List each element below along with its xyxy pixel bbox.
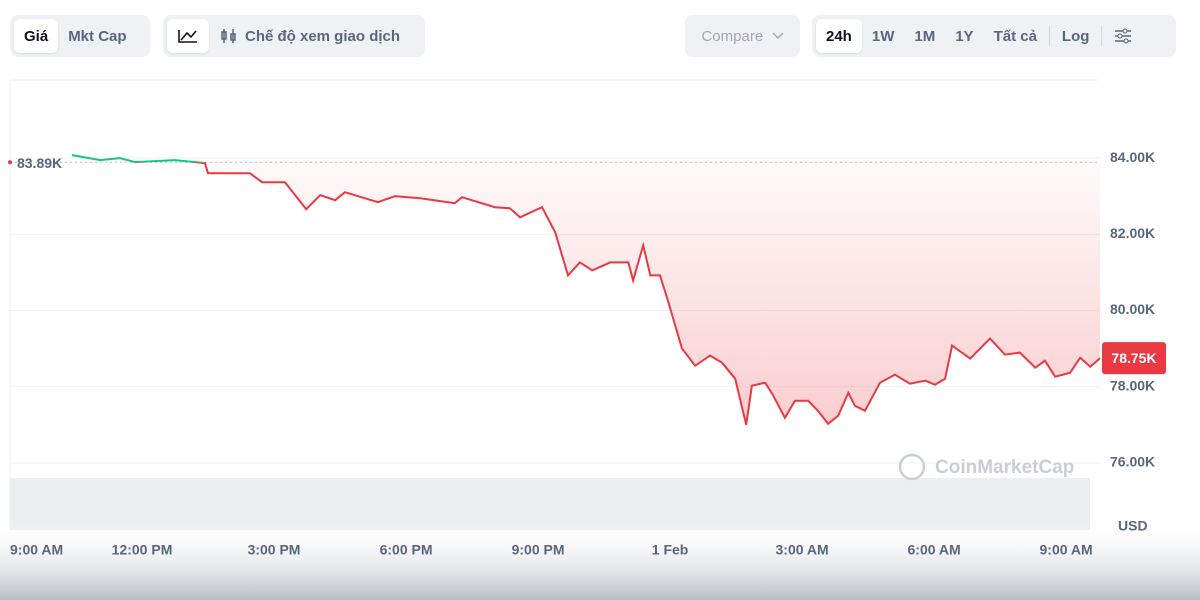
x-tick-label: 6:00 AM: [908, 542, 961, 558]
area: [196, 162, 1100, 425]
range-button[interactable]: Tất cả: [993, 27, 1037, 45]
y-tick-label: 80.00K: [1110, 301, 1155, 317]
price-line: [131, 162, 1101, 426]
range-button[interactable]: 1Y: [955, 27, 974, 45]
range-button[interactable]: 1W: [871, 27, 895, 45]
x-tick-label: 9:00 PM: [512, 542, 565, 558]
reference-dot: [8, 160, 12, 165]
log-button[interactable]: Log: [1061, 27, 1090, 45]
current-badge: [1102, 342, 1166, 375]
watermark: CoinMarketCap: [935, 457, 1074, 478]
x-tick-label: 3:00 PM: [248, 542, 301, 558]
separator: [1048, 26, 1050, 46]
separator: [1101, 26, 1103, 46]
x-tick-label: 6:00 PM: [380, 542, 433, 558]
mkt-cap-tab[interactable]: Mkt Cap: [68, 27, 127, 45]
tab-group: Giá Mkt Cap: [10, 15, 150, 57]
range-button[interactable]: 24h: [816, 19, 862, 53]
price-line-up: [71, 154, 206, 163]
x-tick-label: 9:00 AM: [10, 542, 63, 558]
y-unit: USD: [1118, 518, 1148, 534]
y-tick-label: 84.00K: [1110, 149, 1155, 165]
range-button[interactable]: 1M: [914, 27, 936, 45]
current-label: 78.75K: [1111, 350, 1156, 366]
y-tick-label: 76.00K: [1110, 454, 1155, 470]
reference-label: 83.89K: [17, 155, 62, 171]
watermark-logo: [898, 453, 926, 481]
y-tick-label: 82.00K: [1110, 225, 1155, 241]
x-tick-label: 3:00 AM: [776, 542, 829, 558]
range-group: 24h 1W 1M 1Y Tất cả Log: [812, 15, 1176, 57]
y-tick-label: 78.00K: [1110, 377, 1155, 393]
x-tick-label: 12:00 PM: [112, 542, 173, 558]
bottom-shade: [0, 520, 1200, 600]
price-tab[interactable]: Giá: [14, 19, 59, 53]
compare-button[interactable]: Compare: [685, 15, 800, 57]
x-tick-label: 9:00 AM: [1040, 542, 1093, 558]
line-icon[interactable]: [167, 19, 209, 53]
settings-button[interactable]: [1104, 19, 1142, 53]
view-group: Chế độ xem giao dịch: [163, 15, 425, 57]
trading-view-button[interactable]: Chế độ xem giao dịch: [209, 19, 410, 53]
compare-label: Compare: [701, 27, 764, 45]
trading-view-label: Chế độ xem giao dịch: [245, 27, 401, 45]
x-tick-label: 1 Feb: [652, 542, 689, 558]
volume-area: [10, 478, 1090, 530]
